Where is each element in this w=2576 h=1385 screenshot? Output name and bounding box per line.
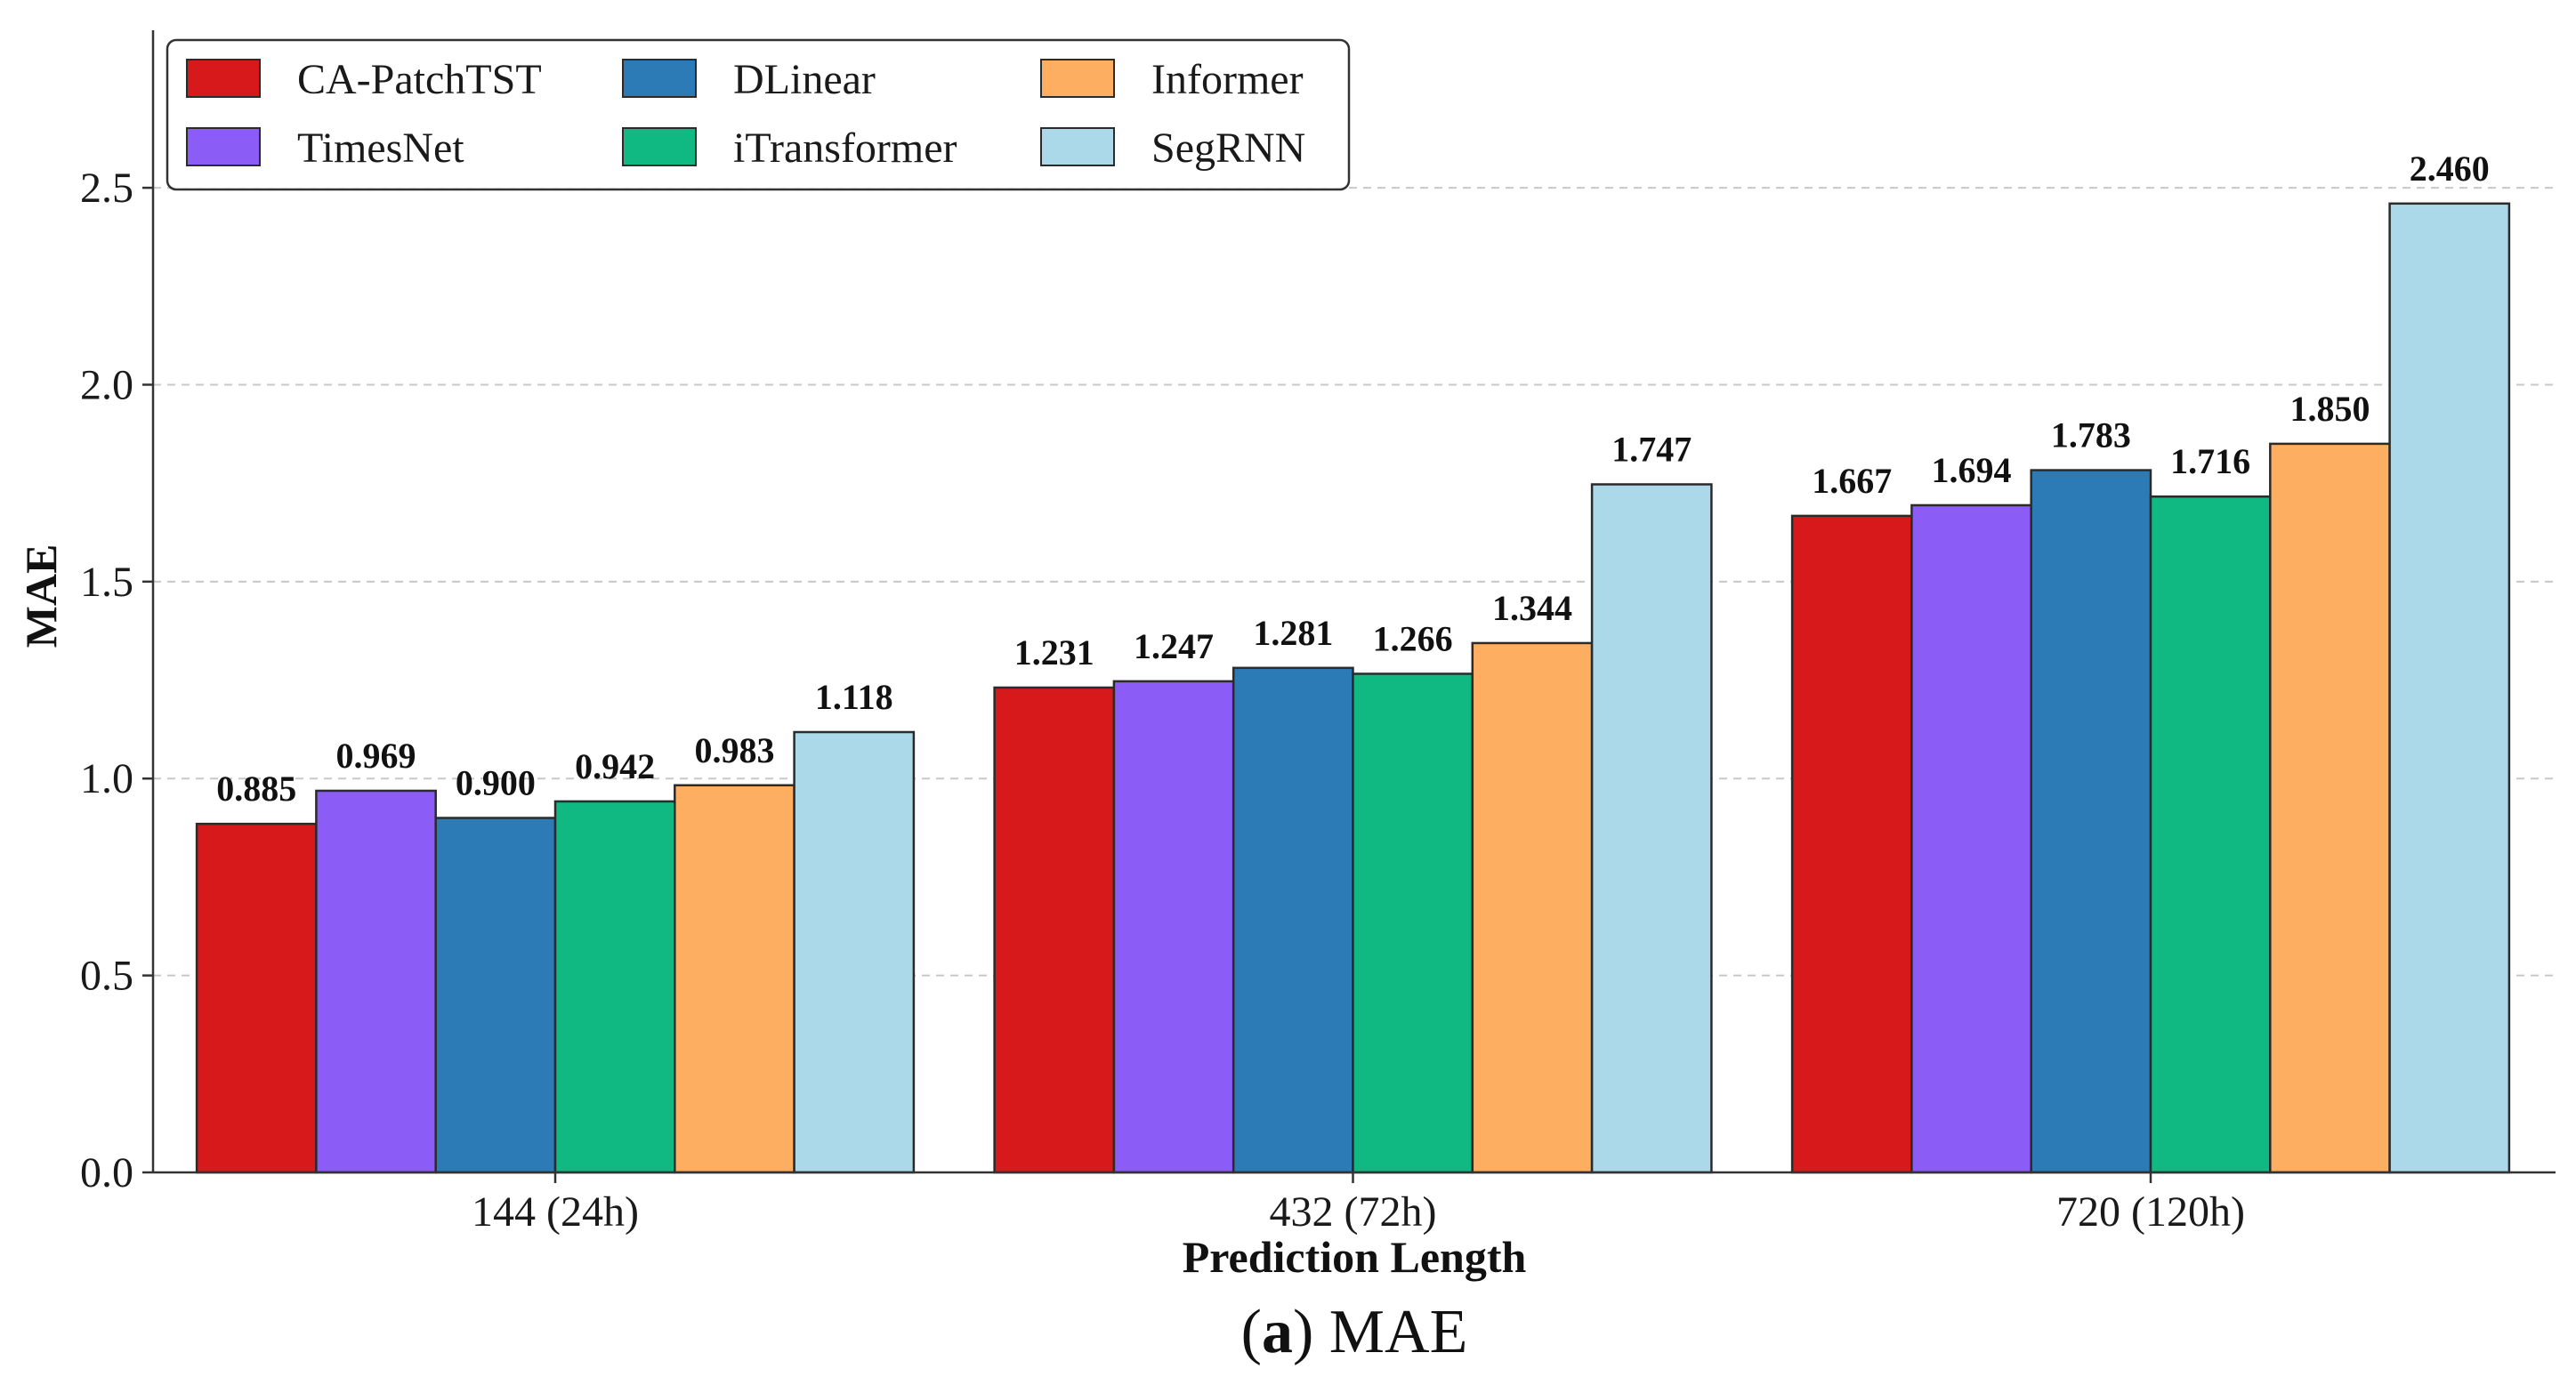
bar-value-label: 1.850	[2289, 389, 2370, 429]
bar-value-label: 2.460	[2410, 149, 2490, 189]
bar-timesnet-2	[1910, 503, 2032, 1174]
bar-value-label: 1.783	[2051, 415, 2131, 455]
bar-value-label: 1.231	[1014, 632, 1094, 672]
y-tick-label: 2.0	[80, 361, 133, 408]
bar-dlinear-2	[2030, 469, 2152, 1174]
bar-value-label: 1.281	[1253, 613, 1333, 653]
bar-informer-1	[1471, 641, 1594, 1174]
bar-value-label: 0.942	[575, 746, 655, 786]
bar-itransformer-0	[553, 800, 676, 1174]
bar-informer-0	[674, 784, 795, 1174]
bar-value-label: 0.885	[216, 769, 296, 809]
legend: CA-PatchTST TimesNet DLinear iTransformer In…	[166, 38, 1351, 191]
y-tick-label: 0.0	[80, 1149, 133, 1196]
bar-informer-2	[2269, 442, 2391, 1174]
legend-swatch	[1040, 59, 1115, 98]
legend-label: SegRNN	[1151, 125, 1305, 172]
y-tick-label: 2.5	[80, 165, 133, 212]
legend-swatch	[622, 59, 697, 98]
legend-swatch	[186, 127, 261, 166]
legend-label: CA-PatchTST	[297, 56, 542, 103]
bar-value-label: 1.247	[1134, 626, 1214, 666]
x-tick-label: 144 (24h)	[472, 1188, 639, 1236]
legend-swatch	[622, 127, 697, 166]
bar-timesnet-0	[315, 789, 437, 1174]
caption-text: MAE	[1313, 1298, 1467, 1366]
bar-ca-patchtst-2	[1790, 514, 1913, 1174]
bars	[195, 202, 2511, 1174]
bar-dlinear-0	[434, 817, 557, 1174]
x-axis-title: Prediction Length	[1183, 1232, 1527, 1282]
figure-caption: (a) MAE	[1241, 1298, 1468, 1366]
y-tick-label: 1.0	[80, 755, 133, 802]
caption-letter: a	[1262, 1298, 1293, 1366]
x-tick-label: 720 (120h)	[2056, 1188, 2245, 1236]
bar-dlinear-1	[1231, 666, 1354, 1174]
y-tick-label: 1.5	[80, 559, 133, 606]
bar-value-label: 0.969	[336, 736, 416, 776]
legend-label: Informer	[1151, 56, 1304, 103]
bar-value-label: 1.694	[1932, 450, 2012, 490]
legend-label: iTransformer	[733, 125, 957, 172]
bar-value-label: 1.747	[1611, 430, 1692, 470]
legend-swatch	[1040, 127, 1115, 166]
bar-itransformer-1	[1352, 672, 1474, 1174]
bar-value-label: 0.983	[694, 730, 774, 770]
bar-segrnn-2	[2388, 202, 2511, 1174]
x-tick-label: 432 (72h)	[1270, 1188, 1437, 1236]
legend-label: TimesNet	[297, 125, 464, 172]
bar-timesnet-1	[1112, 680, 1235, 1174]
legend-swatch	[186, 59, 261, 98]
bar-value-label: 1.266	[1373, 618, 1453, 658]
bar-value-label: 1.118	[815, 677, 893, 717]
bar-segrnn-1	[1590, 483, 1713, 1174]
bar-value-label: 1.716	[2170, 441, 2250, 481]
bar-value-label: 1.667	[1812, 461, 1892, 501]
bar-segrnn-0	[793, 730, 916, 1174]
bar-ca-patchtst-1	[993, 686, 1116, 1174]
bar-value-label: 1.344	[1492, 588, 1572, 628]
y-tick-label: 0.5	[80, 953, 133, 1000]
value-labels: 0.885 0.969 0.900 0.942 0.983 1.118 1.231 1.247…	[216, 149, 2490, 809]
y-axis-title: MAE	[16, 544, 66, 648]
axes: 0.0 0.5 1.0 1.5 2.0 2.5 144 (24h) 432 (72h) 720 …	[80, 30, 2556, 1236]
bar-itransformer-2	[2149, 495, 2272, 1174]
legend-label: DLinear	[733, 56, 876, 103]
bar-ca-patchtst-0	[195, 822, 318, 1174]
bar-value-label: 0.900	[456, 763, 536, 803]
